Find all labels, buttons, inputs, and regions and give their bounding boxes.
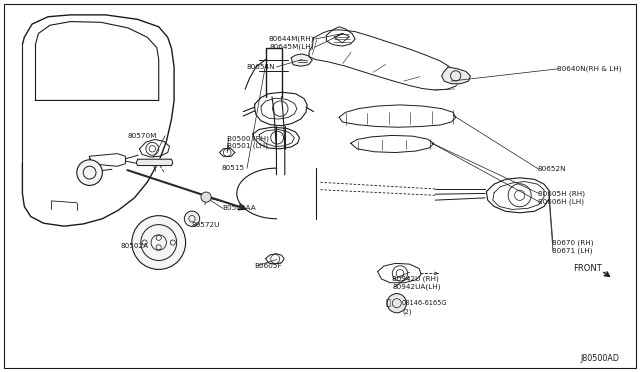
Text: B0502AA: B0502AA [222, 205, 256, 211]
Circle shape [184, 211, 200, 227]
Text: 80640N(RH & LH): 80640N(RH & LH) [557, 65, 621, 72]
Text: 80652N: 80652N [538, 166, 566, 172]
Circle shape [77, 160, 102, 185]
Text: 80645M(LH): 80645M(LH) [269, 44, 314, 51]
Text: 80572U: 80572U [192, 222, 220, 228]
Text: 80942U (RH): 80942U (RH) [392, 276, 439, 282]
Text: 80515: 80515 [222, 165, 245, 171]
Text: 80502A: 80502A [120, 243, 148, 249]
Text: Ⓑ: Ⓑ [386, 299, 391, 308]
Text: 80671 (LH): 80671 (LH) [552, 247, 592, 254]
Text: 80606H (LH): 80606H (LH) [538, 198, 584, 205]
Text: 80654N: 80654N [246, 64, 275, 70]
Text: B0501 (LH): B0501 (LH) [227, 142, 268, 149]
Text: J80500AD: J80500AD [580, 355, 620, 363]
Circle shape [201, 192, 211, 202]
Circle shape [387, 294, 406, 313]
Text: 80605H (RH): 80605H (RH) [538, 190, 584, 197]
Text: 80670 (RH): 80670 (RH) [552, 239, 593, 246]
Polygon shape [442, 67, 470, 84]
Text: FRONT: FRONT [573, 264, 602, 273]
Text: (2): (2) [402, 308, 412, 315]
Polygon shape [291, 54, 312, 66]
Text: 08146-6165G: 08146-6165G [402, 300, 447, 306]
Text: B0500 (RH): B0500 (RH) [227, 135, 269, 142]
Text: 80570M: 80570M [127, 133, 157, 139]
Circle shape [132, 216, 186, 269]
Text: B0605F: B0605F [255, 263, 282, 269]
Polygon shape [136, 159, 173, 166]
Text: 80644M(RH): 80644M(RH) [268, 36, 314, 42]
Text: 80942UA(LH): 80942UA(LH) [392, 284, 441, 291]
